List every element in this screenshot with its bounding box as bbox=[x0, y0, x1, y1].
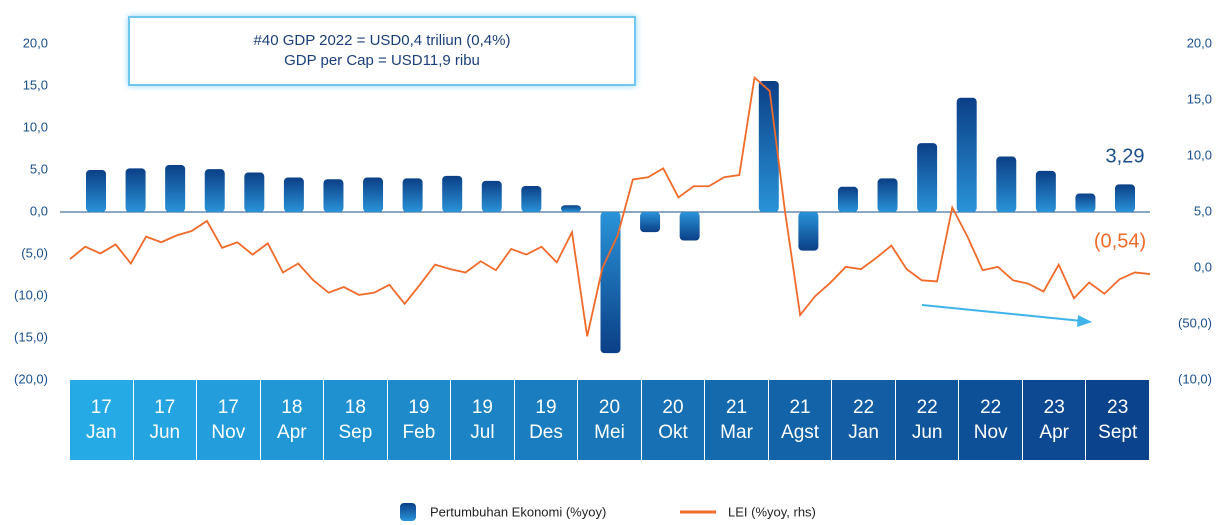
bar bbox=[798, 212, 819, 251]
annotation: #40 GDP 2022 = USD0,4 triliun (0,4%) bbox=[253, 32, 511, 49]
y-tick-label: (20,0) bbox=[14, 371, 48, 386]
bar bbox=[86, 170, 106, 212]
trend-arrow bbox=[921, 304, 1083, 322]
y2-tick-label: 10,0 bbox=[1187, 147, 1212, 162]
bar bbox=[917, 143, 938, 212]
bar bbox=[758, 80, 779, 213]
y-tick-label: (5,0) bbox=[21, 245, 48, 260]
x-tick-label: 23 Sept bbox=[1086, 380, 1150, 460]
bar bbox=[244, 172, 265, 212]
bar bbox=[442, 175, 463, 212]
legend-swatch bbox=[400, 503, 416, 521]
legend-label: LEI (%yoy, rhs) bbox=[728, 504, 816, 519]
x-tick-label: 21 Agst bbox=[768, 380, 833, 460]
annotation-box: #40 GDP 2022 = USD0,4 triliun (0,4%) GDP… bbox=[128, 16, 636, 86]
y2-tick-label: 20,0 bbox=[1187, 35, 1212, 50]
x-tick-label: 22 Jun bbox=[895, 380, 960, 460]
y2-tick-label: (50,0) bbox=[1178, 315, 1212, 330]
y-tick-label: 10,0 bbox=[23, 119, 48, 134]
bar bbox=[600, 212, 621, 354]
bar bbox=[837, 186, 858, 212]
x-tick-label: 22 Nov bbox=[959, 380, 1023, 460]
bar bbox=[679, 212, 700, 241]
bar bbox=[1115, 184, 1135, 212]
x-tick-label: 18 Apr bbox=[260, 380, 325, 460]
bar bbox=[165, 164, 186, 212]
bar bbox=[323, 179, 344, 212]
x-tick-label: 20 Okt bbox=[641, 380, 706, 460]
y2-tick-label: 5,0 bbox=[1194, 203, 1212, 218]
y-tick-label: (10,0) bbox=[14, 287, 48, 302]
x-tick-label: 22 Jan bbox=[832, 380, 896, 460]
y-tick-label: 20,0 bbox=[23, 35, 48, 50]
data-label: 3,29 bbox=[1106, 146, 1145, 168]
x-tick-label: 19 Feb bbox=[387, 380, 452, 460]
x-tick-label: 17 Nov bbox=[197, 380, 261, 460]
x-tick-label: 20 Mei bbox=[578, 380, 642, 460]
bar bbox=[1035, 170, 1056, 212]
bar bbox=[996, 156, 1017, 212]
y-tick-label: 5,0 bbox=[30, 161, 48, 176]
data-label: (0,54) bbox=[1094, 230, 1146, 252]
x-tick-label: 18 Sep bbox=[324, 380, 388, 460]
y2-tick-label: (10,0) bbox=[1178, 371, 1212, 386]
bar bbox=[521, 185, 542, 212]
x-tick-label: 17 Jun bbox=[133, 380, 198, 460]
y2-tick-label: 0,0 bbox=[1194, 259, 1212, 274]
bar bbox=[363, 177, 384, 212]
annotation: GDP per Cap = USD11,9 ribu bbox=[284, 52, 480, 69]
x-tick-label: 19 Jul bbox=[451, 380, 515, 460]
x-tick-label: 23 Apr bbox=[1022, 380, 1087, 460]
bar bbox=[560, 205, 581, 212]
legend-label: Pertumbuhan Ekonomi (%yoy) bbox=[430, 504, 606, 519]
line bbox=[69, 75, 1151, 337]
y-tick-label: 15,0 bbox=[23, 77, 48, 92]
y2-tick-label: 15,0 bbox=[1187, 91, 1212, 106]
x-tick-label: 21 Mar bbox=[705, 380, 769, 460]
y-tick-label: 0,0 bbox=[30, 203, 48, 218]
y-tick-label: (15,0) bbox=[14, 329, 48, 344]
bar bbox=[481, 180, 502, 212]
bar bbox=[640, 212, 661, 233]
bar bbox=[1075, 193, 1096, 212]
arrow-head bbox=[1077, 315, 1092, 327]
bar bbox=[125, 168, 146, 212]
bar bbox=[402, 178, 423, 212]
bar bbox=[204, 169, 225, 212]
bar bbox=[877, 178, 898, 212]
bar bbox=[956, 97, 977, 212]
x-tick-label: 17 Jan bbox=[70, 380, 134, 460]
bar bbox=[283, 177, 304, 212]
x-tick-label: 19 Des bbox=[514, 380, 579, 460]
